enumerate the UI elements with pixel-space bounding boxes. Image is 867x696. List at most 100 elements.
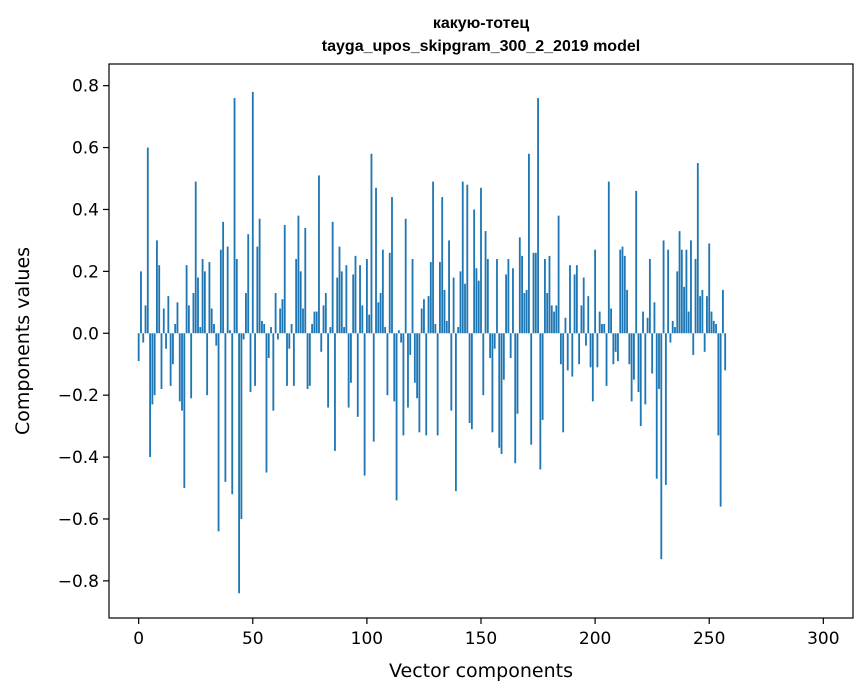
bar-42 [233, 98, 236, 334]
x-tick-label: 0 [133, 629, 144, 649]
bar-164 [512, 268, 514, 334]
bar-95 [354, 255, 357, 334]
bar-209 [614, 333, 617, 352]
bar-92 [347, 333, 350, 408]
bar-29 [203, 271, 206, 334]
bar-14 [169, 333, 172, 386]
x-tick-label: 200 [579, 629, 611, 649]
bar-89 [340, 271, 343, 334]
bar-43 [235, 258, 238, 334]
bars-group [137, 91, 727, 594]
bar-150 [480, 187, 482, 334]
bar-67 [290, 323, 293, 334]
y-axis-label: Components values [12, 247, 34, 435]
bar-215 [628, 333, 631, 365]
bar-216 [630, 333, 633, 402]
bar-122 [416, 333, 419, 399]
y-tick-label: 0.4 [72, 200, 99, 220]
plot-frame [108, 63, 854, 619]
bar-214 [626, 289, 628, 334]
bar-115 [400, 333, 403, 343]
bar-213 [623, 255, 626, 334]
bar-131 [436, 333, 439, 436]
bar-152 [484, 231, 487, 334]
bar-87 [336, 277, 339, 334]
bar-219 [637, 333, 640, 393]
bar-18 [178, 333, 181, 402]
bar-149 [477, 280, 480, 334]
bar-151 [482, 333, 485, 396]
bar-0 [137, 333, 140, 362]
bar-4 [146, 147, 149, 334]
bar-74 [306, 333, 309, 389]
bar-198 [589, 333, 592, 368]
bar-211 [619, 249, 622, 334]
bar-179 [546, 293, 549, 334]
bar-241 [687, 311, 690, 334]
y-tick-label: 0.8 [72, 77, 99, 97]
bar-56 [265, 333, 268, 473]
bar-73 [304, 228, 307, 334]
bar-163 [509, 333, 512, 359]
bar-44 [238, 333, 240, 594]
bar-236 [676, 271, 679, 334]
bar-144 [466, 184, 469, 334]
bar-135 [445, 320, 448, 334]
bar-176 [539, 333, 542, 470]
bar-45 [240, 333, 243, 519]
bar-184 [557, 215, 560, 334]
bar-129 [432, 181, 434, 334]
bar-63 [281, 299, 284, 334]
bar-140 [457, 327, 460, 334]
bar-10 [160, 333, 163, 389]
bar-158 [498, 333, 501, 448]
bar-98 [361, 305, 364, 334]
bar-133 [441, 197, 444, 334]
bar-243 [692, 333, 695, 355]
bar-50 [251, 91, 254, 334]
bar-106 [379, 293, 382, 334]
bar-256 [722, 289, 724, 334]
bar-203 [601, 323, 603, 334]
bar-205 [605, 333, 608, 386]
bar-81 [322, 305, 325, 334]
bar-66 [288, 333, 291, 349]
bar-159 [500, 333, 503, 454]
bar-137 [450, 333, 453, 411]
x-axis: 0 50 100 150 200 250 300 [133, 618, 840, 649]
bar-84 [329, 327, 332, 334]
bar-248 [703, 333, 706, 352]
chart-title: какую-тотец [433, 15, 530, 32]
bar-40 [229, 330, 231, 334]
bar-250 [708, 243, 711, 334]
bar-167 [518, 237, 521, 334]
bar-58 [270, 327, 272, 334]
bar-127 [427, 296, 430, 334]
bar-252 [712, 320, 715, 334]
bar-231 [664, 333, 667, 485]
bar-244 [694, 258, 697, 334]
bar-96 [356, 333, 359, 417]
bar-38 [224, 333, 227, 482]
bar-5 [149, 333, 151, 458]
bar-119 [409, 333, 412, 355]
bar-36 [219, 249, 222, 334]
bar-234 [671, 320, 674, 334]
bar-8 [156, 240, 158, 334]
bar-34 [215, 333, 218, 346]
bar-23 [190, 333, 193, 399]
bar-16 [174, 323, 177, 334]
bar-80 [320, 333, 323, 352]
bar-218 [635, 190, 638, 334]
bar-123 [418, 333, 421, 433]
bar-190 [571, 333, 574, 377]
bar-180 [548, 255, 551, 334]
bar-1 [140, 271, 142, 334]
bar-83 [327, 333, 330, 408]
bar-165 [514, 333, 517, 464]
bar-39 [226, 246, 229, 334]
bar-253 [715, 323, 717, 334]
bar-35 [217, 333, 220, 532]
bar-21 [185, 265, 188, 334]
